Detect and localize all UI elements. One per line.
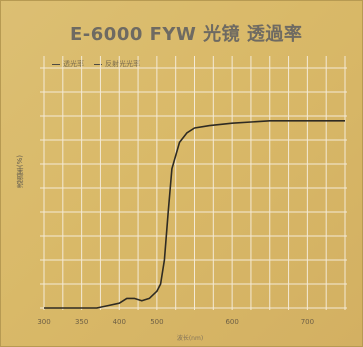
x-tick-label: 700 [301,318,314,326]
x-tick-label: 500 [150,318,163,326]
legend-label: 反射光光率 [105,60,140,68]
x-tick-label: 350 [75,318,88,326]
legend-swatch-icon [94,63,102,65]
chart-legend: 透光率 反射光光率 [52,59,140,69]
legend-swatch-icon [52,63,60,65]
chart-title: E-6000 FYW 光镜 透過率 [70,24,303,45]
legend-item-transmittance: 透光率 [52,59,84,69]
x-tick-label: 300 [37,318,50,326]
series-line-transmittance [44,120,345,309]
legend-label: 透光率 [63,60,84,68]
legend-item-reflectance: 反射光光率 [94,59,140,69]
x-tick-label: 600 [225,318,238,326]
x-tick-label: 400 [113,318,126,326]
x-axis-label: 波长(nm) [176,335,204,342]
